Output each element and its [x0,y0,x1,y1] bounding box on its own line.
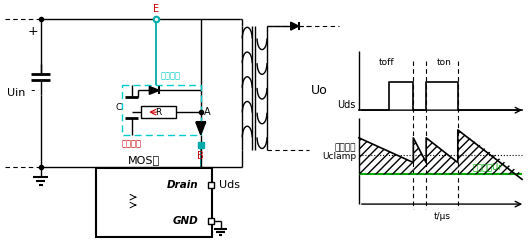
Text: 钳位电压: 钳位电压 [334,143,356,152]
Text: MOS管: MOS管 [128,155,160,165]
Text: E: E [153,4,160,14]
Bar [142,106,176,118]
Text: 电容放电: 电容放电 [121,140,142,149]
Text: -: - [30,84,35,97]
Text: 电容充电: 电容充电 [161,71,181,81]
Text: A: A [204,107,210,117]
Text: toff: toff [378,58,394,67]
Text: Uclamp: Uclamp [322,152,356,161]
Text: t/μs: t/μs [434,212,450,221]
Text: Uds: Uds [338,100,356,110]
Text: Uo: Uo [311,84,328,97]
Polygon shape [149,86,159,94]
Text: ton: ton [437,58,452,67]
Text: Uin: Uin [7,88,25,98]
Text: 反射电压Ur: 反射电压Ur [473,163,502,171]
FancyBboxPatch shape [96,168,211,237]
Text: +: + [28,24,38,38]
Text: Drain: Drain [167,180,199,190]
Text: Uds: Uds [218,180,240,190]
Text: GND: GND [173,216,199,226]
Polygon shape [196,122,206,135]
Text: B: B [197,151,204,161]
Text: C: C [116,103,121,112]
Polygon shape [291,22,298,30]
Text: R: R [156,108,162,117]
